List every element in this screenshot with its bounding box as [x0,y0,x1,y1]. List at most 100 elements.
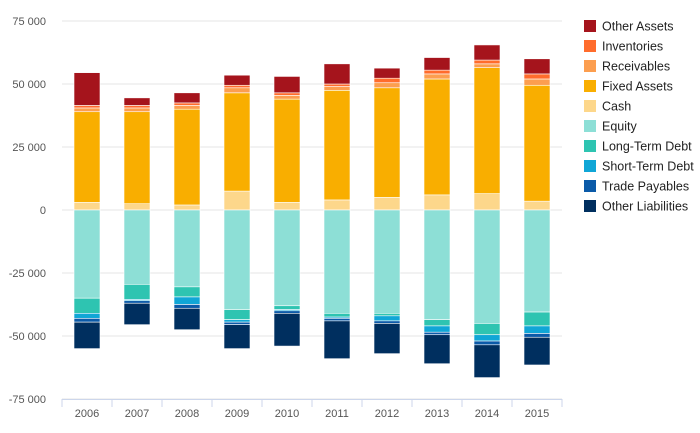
bar-fixed-assets-2009[interactable] [223,92,251,192]
bar-equity-2009[interactable] [223,209,251,310]
bar-equity-2013[interactable] [423,209,451,320]
bar-inventories-2008[interactable] [173,102,201,106]
bar-other-assets-2015[interactable] [523,58,551,75]
bar-other-liabilities-2007[interactable] [123,302,151,325]
bar-inventories-2011[interactable] [323,83,351,87]
bar-trade-payables-2010[interactable] [273,310,301,314]
bar-other-assets-2007[interactable] [123,97,151,106]
bar-trade-payables-2007[interactable] [123,300,151,304]
bar-equity-2012[interactable] [373,209,401,314]
bar-short-term-debt-2006[interactable] [73,313,101,319]
bar-other-assets-2013[interactable] [423,57,451,71]
legend-item-trade-payables[interactable]: Trade Payables [584,180,689,194]
bar-other-assets-2014[interactable] [473,44,501,61]
bar-trade-payables-2015[interactable] [523,333,551,338]
bar-long-term-debt-2012[interactable] [373,313,401,317]
bar-cash-2008[interactable] [173,204,201,211]
bar-trade-payables-2011[interactable] [323,318,351,322]
bar-inventories-2013[interactable] [423,69,451,75]
bar-fixed-assets-2007[interactable] [123,111,151,205]
bar-other-assets-2012[interactable] [373,67,401,79]
bar-inventories-2009[interactable] [223,84,251,89]
bar-equity-2007[interactable] [123,209,151,285]
bar-cash-2009[interactable] [223,190,251,211]
bar-other-liabilities-2011[interactable] [323,320,351,359]
bar-other-liabilities-2010[interactable] [273,313,301,347]
legend-item-equity[interactable]: Equity [584,120,637,134]
bar-long-term-debt-2009[interactable] [223,309,251,320]
bar-fixed-assets-2014[interactable] [473,67,501,194]
bar-other-liabilities-2009[interactable] [223,324,251,349]
bar-other-assets-2010[interactable] [273,76,301,94]
bar-cash-2014[interactable] [473,193,501,211]
bar-fixed-assets-2013[interactable] [423,78,451,196]
bar-long-term-debt-2014[interactable] [473,323,501,336]
bar-fixed-assets-2008[interactable] [173,108,201,206]
bar-other-liabilities-2015[interactable] [523,336,551,366]
bar-receivables-2014[interactable] [473,63,501,68]
bar-trade-payables-2014[interactable] [473,340,501,346]
bar-fixed-assets-2006[interactable] [73,111,101,203]
bar-equity-2010[interactable] [273,209,301,307]
bar-trade-payables-2008[interactable] [173,304,201,309]
bar-short-term-debt-2015[interactable] [523,325,551,334]
bar-long-term-debt-2008[interactable] [173,286,201,298]
bar-short-term-debt-2008[interactable] [173,296,201,305]
bar-other-liabilities-2014[interactable] [473,344,501,378]
bar-trade-payables-2009[interactable] [223,321,251,325]
bar-equity-2014[interactable] [473,209,501,324]
bar-other-assets-2008[interactable] [173,92,201,104]
bar-receivables-2007[interactable] [123,107,151,113]
bar-cash-2012[interactable] [373,197,401,211]
bar-short-term-debt-2009[interactable] [223,319,251,323]
bar-long-term-debt-2011[interactable] [323,313,351,318]
legend-item-long-term-debt[interactable]: Long-Term Debt [584,140,692,154]
bar-long-term-debt-2013[interactable] [423,319,451,327]
bar-cash-2011[interactable] [323,199,351,211]
bar-receivables-2015[interactable] [523,78,551,86]
bar-inventories-2007[interactable] [123,105,151,109]
bar-other-liabilities-2012[interactable] [373,323,401,354]
bar-other-assets-2006[interactable] [73,72,101,106]
bar-fixed-assets-2010[interactable] [273,98,301,203]
bar-receivables-2006[interactable] [73,107,101,113]
bar-inventories-2006[interactable] [73,105,101,109]
bar-receivables-2013[interactable] [423,73,451,80]
bar-other-liabilities-2008[interactable] [173,307,201,330]
bar-receivables-2008[interactable] [173,105,201,110]
bar-trade-payables-2013[interactable] [423,331,451,336]
bar-cash-2006[interactable] [73,202,101,211]
bar-other-liabilities-2006[interactable] [73,321,101,349]
bar-cash-2013[interactable] [423,194,451,211]
bar-fixed-assets-2011[interactable] [323,90,351,201]
bar-trade-payables-2006[interactable] [73,318,101,323]
bar-receivables-2010[interactable] [273,95,301,100]
bar-receivables-2011[interactable] [323,86,351,91]
legend-item-other-assets[interactable]: Other Assets [584,20,674,34]
bar-long-term-debt-2015[interactable] [523,311,551,327]
bar-cash-2007[interactable] [123,203,151,211]
bar-equity-2008[interactable] [173,209,201,288]
bar-short-term-debt-2014[interactable] [473,334,501,342]
legend-item-other-liabilities[interactable]: Other Liabilities [584,200,688,214]
bar-equity-2015[interactable] [523,209,551,313]
bar-equity-2011[interactable] [323,209,351,314]
bar-fixed-assets-2015[interactable] [523,84,551,202]
bar-receivables-2012[interactable] [373,82,401,89]
bar-cash-2010[interactable] [273,202,301,211]
legend-item-short-term-debt[interactable]: Short-Term Debt [584,160,694,174]
bar-inventories-2012[interactable] [373,77,401,84]
bar-receivables-2009[interactable] [223,87,251,94]
bar-fixed-assets-2012[interactable] [373,87,401,198]
bar-inventories-2014[interactable] [473,59,501,65]
bar-long-term-debt-2006[interactable] [73,297,101,314]
legend-item-cash[interactable]: Cash [584,100,631,114]
bar-other-liabilities-2013[interactable] [423,334,451,365]
bar-long-term-debt-2010[interactable] [273,305,301,310]
bar-trade-payables-2012[interactable] [373,320,401,324]
bar-short-term-debt-2012[interactable] [373,315,401,322]
bar-equity-2006[interactable] [73,209,101,299]
legend-item-receivables[interactable]: Receivables [584,60,670,74]
legend-item-fixed-assets[interactable]: Fixed Assets [584,80,673,94]
bar-long-term-debt-2007[interactable] [123,284,151,300]
